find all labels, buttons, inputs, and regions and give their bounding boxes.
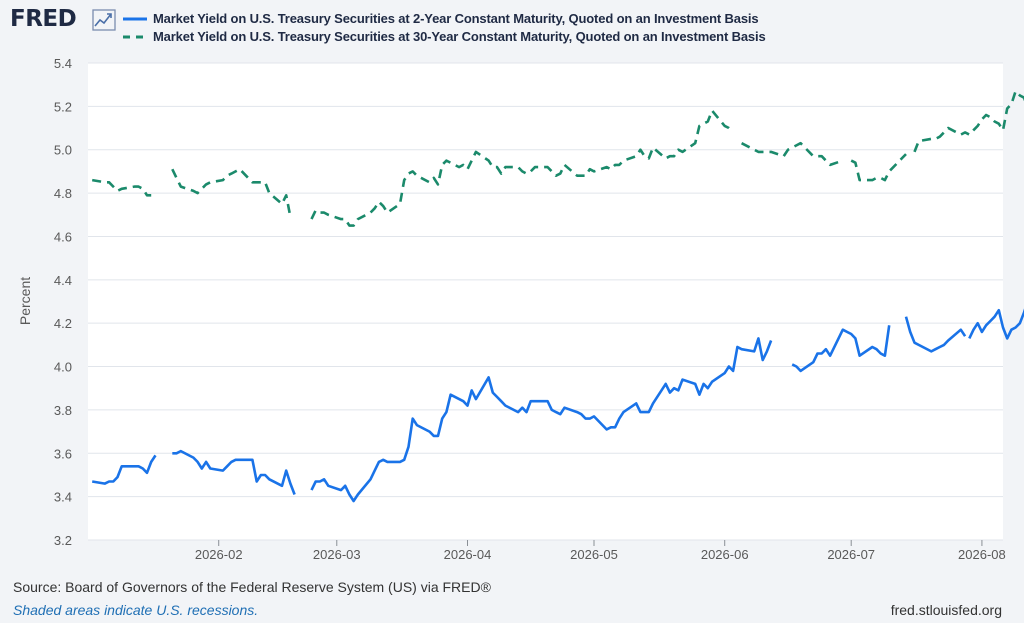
fred-logo[interactable]: FRED bbox=[10, 6, 77, 32]
series-2yr bbox=[91, 308, 1024, 503]
y-tick-label: 4.8 bbox=[54, 186, 72, 201]
y-tick-label: 4.6 bbox=[54, 229, 72, 244]
y-tick-label: 5.4 bbox=[54, 56, 72, 71]
gridlines bbox=[88, 62, 1003, 541]
series-line-segment bbox=[310, 337, 773, 503]
legend-swatch-dashed bbox=[123, 35, 147, 39]
x-tick-label: 2026-03 bbox=[313, 547, 361, 562]
series-line-segment bbox=[91, 454, 157, 485]
series-30yr bbox=[91, 89, 1024, 227]
series-line-segment bbox=[741, 141, 844, 167]
source-note: Source: Board of Governors of the Federa… bbox=[13, 579, 491, 595]
x-tick-label: 2026-07 bbox=[827, 547, 875, 562]
y-tick-label: 5.0 bbox=[54, 143, 72, 158]
x-tick-label: 2026-06 bbox=[701, 547, 749, 562]
x-tick-label: 2026-02 bbox=[195, 547, 243, 562]
series-line-segment bbox=[91, 178, 152, 197]
series-line-segment bbox=[904, 316, 967, 353]
y-tick-label: 4.2 bbox=[54, 316, 72, 331]
series-line-segment bbox=[171, 167, 292, 218]
footer-link[interactable]: fred.stlouisfed.org bbox=[890, 602, 1002, 618]
y-tick-label: 3.2 bbox=[54, 533, 72, 548]
series-line-segment bbox=[913, 89, 1024, 153]
series-line-segment bbox=[172, 449, 296, 495]
y-tick-label: 3.6 bbox=[54, 446, 72, 461]
x-axis-ticks: 2026-02 2026-03 2026-04 2026-05 2026-06 2026-… bbox=[195, 540, 1006, 562]
x-tick-label: 2026-04 bbox=[444, 547, 492, 562]
legend-label-30yr: Market Yield on U.S. Treasury Securities… bbox=[153, 29, 766, 44]
legend-swatch-solid bbox=[123, 17, 147, 21]
series-line-segment bbox=[310, 109, 735, 227]
x-tick-label: 2026-05 bbox=[570, 547, 618, 562]
y-axis-ticks: 3.2 3.4 3.6 3.8 4.0 4.2 4.4 4.6 4.8 5.0 5.2 5.4 bbox=[54, 56, 72, 548]
recession-note: Shaded areas indicate U.S. recessions. bbox=[13, 602, 259, 618]
series-layer bbox=[91, 89, 1024, 503]
series-line-segment bbox=[850, 153, 907, 182]
y-axis-title: Percent bbox=[17, 277, 33, 325]
y-tick-label: 5.2 bbox=[54, 99, 72, 114]
y-tick-label: 4.4 bbox=[54, 273, 72, 288]
y-tick-label: 3.8 bbox=[54, 403, 72, 418]
legend-label-2yr: Market Yield on U.S. Treasury Securities… bbox=[153, 11, 759, 26]
x-tick-label: 2026-08 bbox=[958, 547, 1006, 562]
y-tick-label: 3.4 bbox=[54, 490, 72, 505]
line-chart-icon bbox=[92, 9, 116, 31]
series-line-segment bbox=[968, 308, 1024, 340]
y-tick-label: 4.0 bbox=[54, 360, 72, 375]
series-line-segment bbox=[791, 325, 891, 373]
header: FRED Market Yield on U.S. Treasury Secur… bbox=[0, 0, 1024, 50]
